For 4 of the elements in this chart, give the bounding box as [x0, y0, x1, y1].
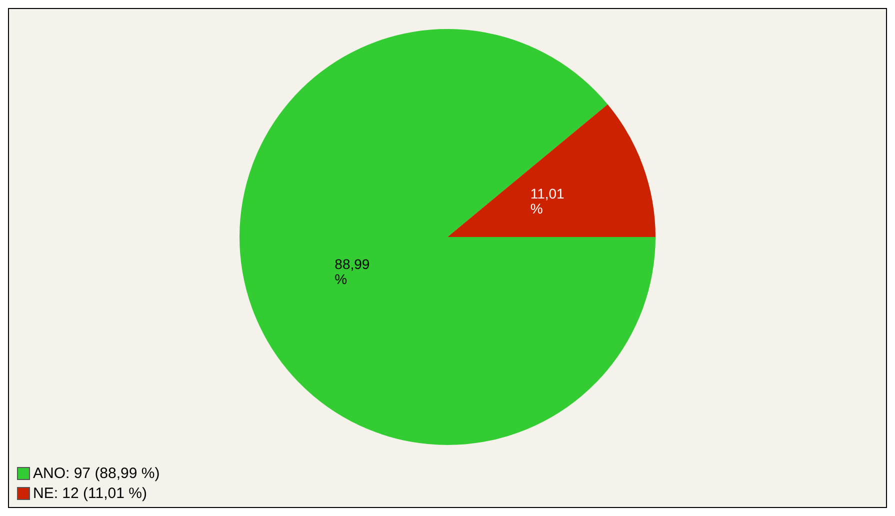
- legend-label: NE: 12 (11,01 %): [33, 484, 147, 502]
- data-label: 88,99 %: [334, 256, 370, 288]
- legend-label: ANO: 97 (88,99 %): [33, 464, 160, 482]
- data-label: 11,01 %: [530, 186, 565, 217]
